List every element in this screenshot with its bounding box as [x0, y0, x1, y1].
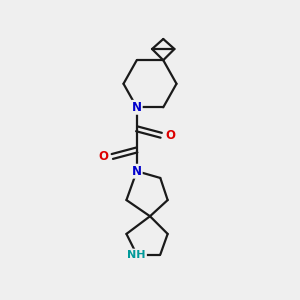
Text: N: N [132, 165, 142, 178]
Text: N: N [132, 101, 142, 114]
Text: O: O [98, 150, 108, 163]
Text: NH: NH [128, 250, 146, 260]
Text: O: O [166, 129, 176, 142]
